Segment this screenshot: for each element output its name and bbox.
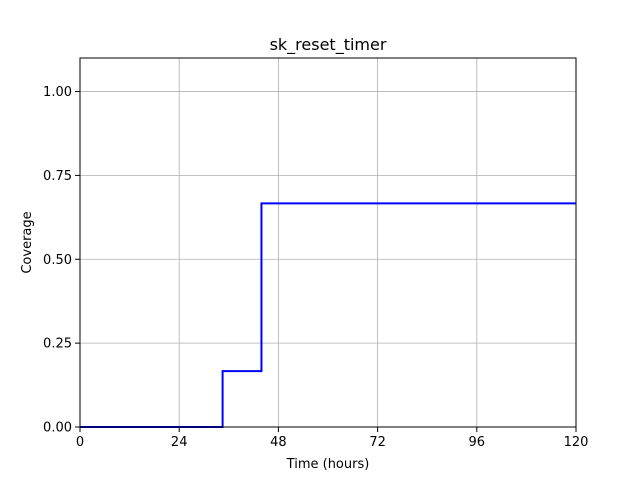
x-tick-label: 96 (469, 435, 486, 450)
y-tick-label: 0.25 (43, 337, 72, 352)
x-tick-label: 48 (270, 435, 287, 450)
y-tick-label: 0.75 (43, 169, 72, 184)
y-tick-label: 0.50 (43, 253, 72, 268)
plot-frame (79, 57, 577, 428)
x-tick-label: 120 (564, 435, 589, 450)
x-tick-label: 72 (369, 435, 386, 450)
ticks: 0 24 48 72 96 120 0.00 0.25 0.50 0.75 1.00 (43, 85, 588, 450)
y-tick-label: 1.00 (43, 85, 72, 100)
coverage-series-line (80, 202, 576, 428)
chart-title: sk_reset_timer (270, 35, 387, 55)
y-axis-label: Coverage (20, 211, 35, 273)
y-tick-label: 0.00 (43, 421, 72, 436)
x-axis-label: Time (hours) (286, 457, 370, 472)
grid-lines (79, 58, 577, 428)
series-layer (80, 202, 576, 428)
x-tick-label: 0 (76, 435, 84, 450)
x-tick-label: 24 (171, 435, 188, 450)
